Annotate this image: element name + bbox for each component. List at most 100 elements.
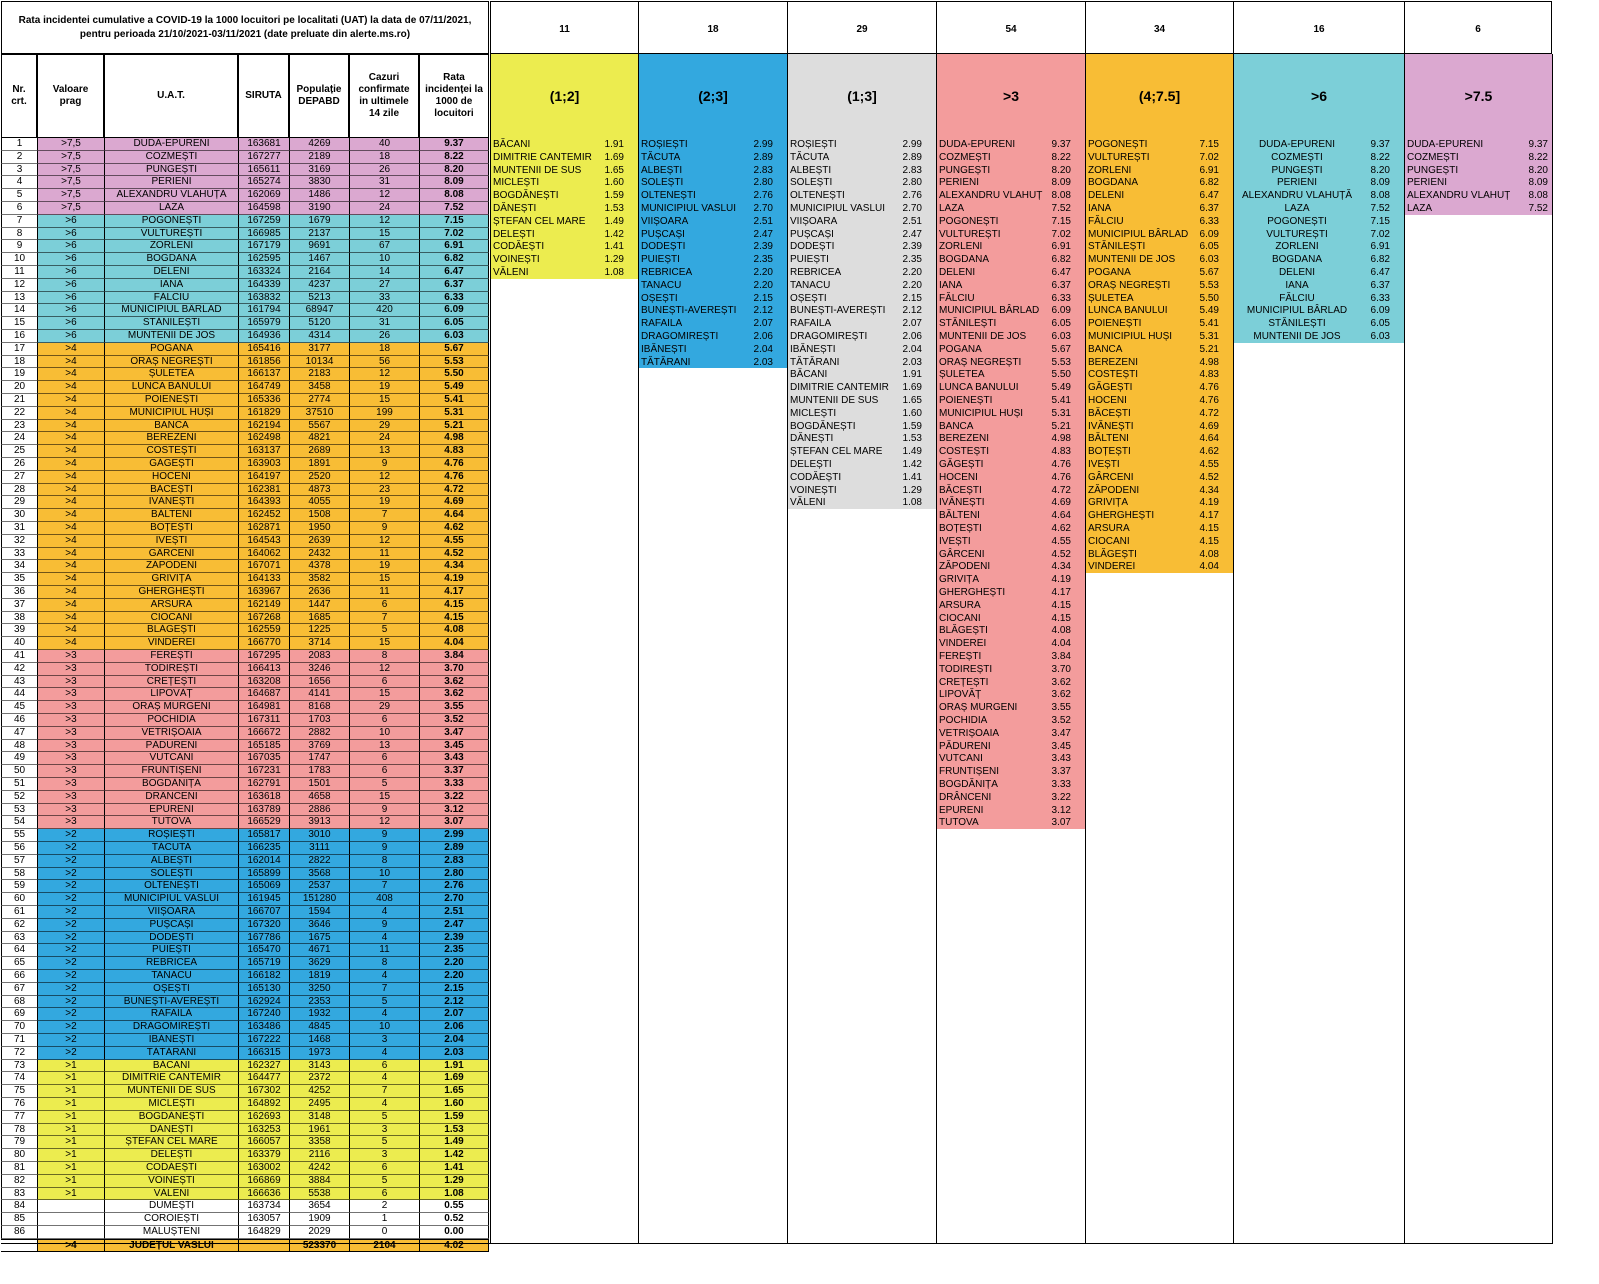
summary-item-name: VINDEREI [1088,561,1136,573]
summary-item-name: VETRIȘOAIA [939,727,1000,739]
table-cell-uat: GHERGHEȘTI [104,586,238,599]
summary-item-value: 2.12 [753,305,773,317]
table-cell-siruta: 165979 [238,317,289,330]
summary-item-value: 1.42 [604,228,624,240]
table-cell-nr: 32 [1,534,37,548]
summary-item-value: 2.20 [753,267,773,278]
summary-item-value: 1.59 [604,190,624,202]
table-cell-siruta: 167311 [238,714,289,727]
table-cell-populatie: 4378 [289,560,349,574]
summary-item-name: IANA [939,279,963,291]
summary-item-name: MUNTENII DE JOS [1253,331,1341,342]
summary-item-name: BOȚEȘTI [1088,446,1131,458]
table-cell-siruta: 164749 [238,381,289,394]
summary-item-value: 2.04 [753,343,773,355]
table-cell-cazuri: 9 [349,522,419,535]
table-cell-prag: >6 [37,291,104,305]
summary-item: DUDA-EPURENI 9.37 [1234,138,1404,151]
table-cell-uat: PERIENI [104,176,238,190]
table-cell-siruta: 166672 [238,726,289,740]
table-cell-prag: >2 [37,842,104,855]
summary-item: FĂLCIU 6.33 [1234,291,1404,305]
summary-item: MUNICIPIUL HUȘI 5.31 [1086,330,1233,343]
table-cell-cazuri: 12 [349,816,419,830]
table-cell-cazuri: 5 [349,1110,419,1124]
table-cell-uat: LUNCA BANULUI [104,381,238,394]
table-cell-cazuri: 4 [349,1008,419,1022]
summary-item: CREȚEȘTI 3.62 [937,675,1085,689]
summary-item: SOLEȘTI 2.80 [788,176,936,190]
table-cell-nr: 53 [1,803,37,817]
summary-item-value: 2.51 [902,215,922,227]
summary-item-name: PERIENI [939,177,980,189]
table-cell-populatie: 1656 [289,675,349,689]
summary-item-value: 1.91 [604,139,624,150]
table-cell-siruta: 167786 [238,931,289,945]
table-cell-prag: >4 [37,522,104,535]
summary-item-value: 5.21 [1051,420,1071,432]
table-cell-cazuri: 7 [349,880,419,894]
summary-item: OLTENEȘTI 2.76 [788,189,936,202]
table-cell-uat: PUȘCAȘI [104,918,238,932]
table-cell-rata: 2.80 [419,867,489,881]
table-cell-siruta: 162381 [238,483,289,497]
summary-item-name: VĂLENI [493,267,529,278]
summary-item: PUȘCAȘI 2.47 [788,227,936,241]
summary-item: PUȘCAȘI 2.47 [639,227,787,241]
table-cell-nr: 40 [1,637,37,650]
summary-item-value: 1.08 [604,267,624,278]
summary-item-name: IANA [1088,203,1112,214]
table-cell-populatie: 5120 [289,317,349,330]
table-cell-nr: 17 [1,342,37,356]
summary-item-value: 8.08 [1370,190,1390,202]
summary-item: GÂRCENI 4.52 [1086,470,1233,484]
table-cell-siruta: 164393 [238,496,289,510]
table-cell-uat: BOGDANA [104,253,238,266]
table-cell-prag: >1 [37,1059,104,1073]
table-cell-nr: 22 [1,406,37,420]
table-cell-uat: CODĂEȘTI [104,1162,238,1175]
summary-item: POGONEȘTI 7.15 [937,214,1085,228]
table-cell-nr: 86 [1,1226,37,1239]
table-cell-populatie: 4873 [289,483,349,497]
table-cell-nr: 27 [1,470,37,484]
summary-count-2: 29 [787,1,936,54]
summary-item-value: 2.39 [902,241,922,253]
table-cell-uat: GĂGEȘTI [104,458,238,471]
summary-item: EPURENI 3.12 [937,803,1085,817]
table-cell-uat: VULTUREȘTI [104,227,238,241]
table-cell-nr: 2 [1,150,37,164]
table-cell-populatie: 4269 [289,138,349,151]
summary-item-value: 2.47 [902,228,922,240]
summary-item-value: 2.35 [902,254,922,266]
summary-item-name: MUNTENII DE JOS [1088,254,1176,266]
summary-item-name: DELEȘTI [493,228,535,240]
summary-item-value: 8.08 [1528,190,1548,202]
summary-item-value: 8.22 [1528,151,1548,163]
summary-item-value: 2.76 [902,190,922,202]
summary-item: VĂLENI 1.08 [491,266,638,279]
table-cell-populatie: 3148 [289,1110,349,1124]
table-cell-rata: 6.47 [419,266,489,279]
summary-item: BLĂGEȘTI 4.08 [1086,547,1233,561]
summary-item: ALEXANDRU VLAHUȚ 8.08 [937,189,1085,202]
table-cell-uat: BĂCANI [104,1059,238,1073]
table-cell-uat: DRÂNCENI [104,790,238,804]
table-cell-prag: >4 [37,342,104,356]
table-cell-nr: 77 [1,1110,37,1124]
table-cell-rata: 1.59 [419,1110,489,1124]
summary-item: ORAȘ MURGENI 3.55 [937,701,1085,714]
table-cell-siruta: 167320 [238,918,289,932]
summary-item: GRIVIȚA 4.19 [937,573,1085,586]
table-cell-prag: >3 [37,662,104,676]
summary-item-value: 6.82 [1051,254,1071,266]
table-cell-uat: MUNICIPIUL BÂRLAD [104,304,238,318]
table-cell-siruta: 162194 [238,419,289,433]
table-cell-siruta: 164197 [238,470,289,484]
summary-item: VOINEȘTI 1.29 [788,483,936,497]
table-cell-populatie: 2372 [289,1072,349,1086]
summary-item: FEREȘTI 3.84 [937,650,1085,663]
table-cell-cazuri: 12 [349,662,419,676]
table-cell-cazuri: 15 [349,688,419,702]
table-cell-cazuri: 12 [349,534,419,548]
